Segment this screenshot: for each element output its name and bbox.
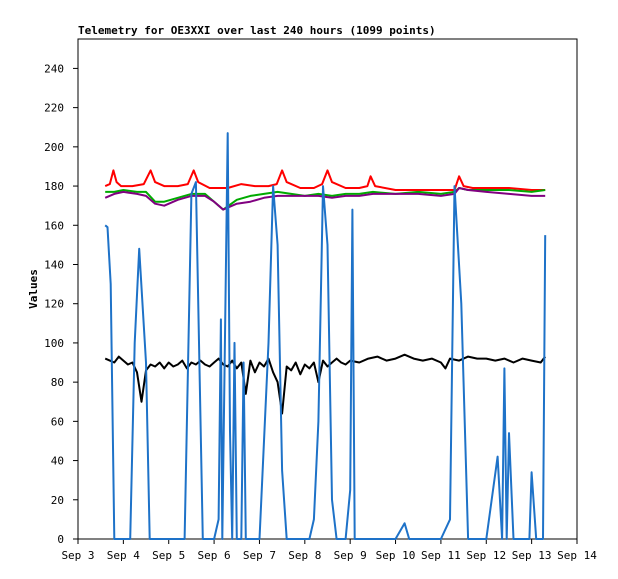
x-tick-label: Sep 3	[61, 549, 94, 562]
x-tick-label: Sep 10	[376, 549, 416, 562]
plot-frame	[77, 38, 578, 540]
x-tick-label: Sep 7	[243, 549, 276, 562]
y-axis-label: Values	[27, 269, 40, 309]
x-tick-label: Sep 4	[107, 549, 140, 562]
x-tick-label: Sep 14	[557, 549, 597, 562]
y-tick-label: 140	[44, 258, 64, 271]
y-tick-label: 100	[44, 337, 64, 350]
x-tick-label: Sep 12	[466, 549, 506, 562]
y-tick-label: 240	[44, 62, 64, 75]
y-tick-label: 200	[44, 141, 64, 154]
x-axis: Sep 3 Sep 4 Sep 5 Sep 6 Sep 7 Sep 8 Sep 9 Sep 1…	[61, 539, 597, 562]
x-tick-label: Sep 9	[334, 549, 367, 562]
y-tick-label: 0	[57, 533, 64, 546]
x-tick-label: Sep 6	[198, 549, 231, 562]
series-line-4	[104, 132, 547, 540]
y-tick-label: 180	[44, 180, 64, 193]
y-tick-label: 120	[44, 298, 64, 311]
x-tick-label: Sep 13	[512, 549, 552, 562]
y-tick-label: 220	[44, 102, 64, 115]
y-tick-label: 40	[51, 455, 64, 468]
series-line-2	[104, 187, 546, 211]
plot-area	[104, 132, 547, 540]
y-tick-label: 60	[51, 415, 64, 428]
x-tick-label: Sep 8	[288, 549, 321, 562]
x-tick-label: Sep 5	[152, 549, 185, 562]
x-tick-label: Sep 11	[421, 549, 461, 562]
y-tick-label: 20	[51, 494, 64, 507]
y-tick-label: 160	[44, 219, 64, 232]
chart-title: Telemetry for OE3XXI over last 240 hours…	[78, 24, 436, 37]
y-tick-label: 80	[51, 376, 64, 389]
y-axis: 0 20 40 60 80 100 120 140 160 180 200 220 240	[44, 62, 78, 546]
